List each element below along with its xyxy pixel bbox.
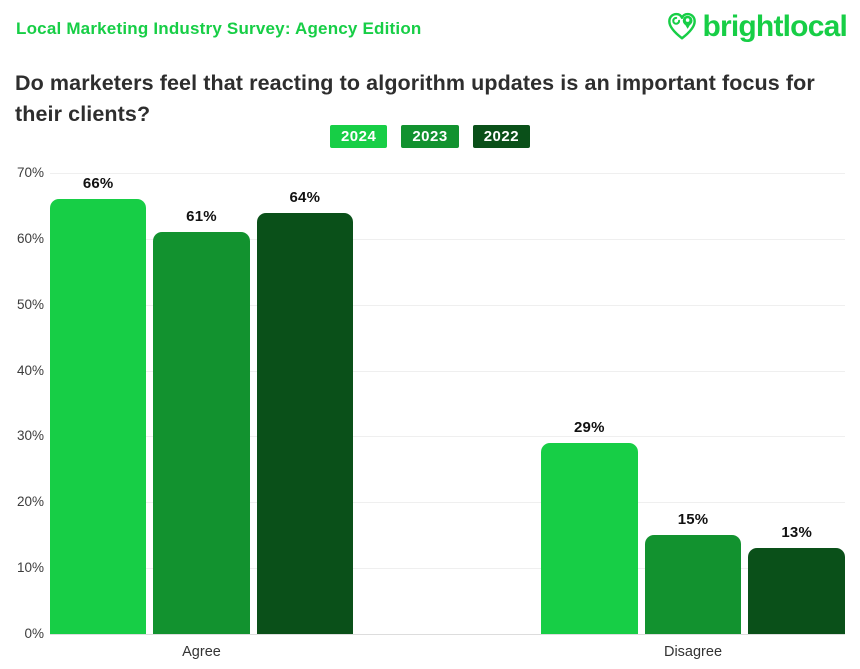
brightlocal-heart-pin-icon	[668, 12, 697, 40]
gridline-20%	[50, 502, 845, 504]
grouped-bar-chart: 0% 10% 20% 30% 40% 50% 60% 70% 66% 61% 64% Agree 29%…	[0, 160, 860, 669]
bar-value-label: 66%	[82, 175, 114, 193]
y-axis-tick-label: 30%	[16, 428, 44, 444]
y-axis-tick-label: 70%	[16, 165, 44, 180]
y-axis-tick-label: 50%	[16, 296, 44, 312]
legend-item-2022: 2022	[472, 125, 531, 148]
bar-group-disagree: 29% 15% 13%	[541, 160, 846, 634]
gridline-30%	[50, 436, 845, 438]
y-axis-tick-label: 40%	[16, 362, 44, 378]
legend-item-2023: 2023	[401, 125, 459, 148]
gridline-0%	[50, 634, 845, 635]
chart-question-title: Do marketers feel that reacting to algor…	[15, 71, 815, 127]
y-axis-tick-label: 60%	[16, 230, 44, 246]
bar-2022-disagree	[748, 548, 846, 634]
chart-legend: 2024 2023 2022	[0, 125, 860, 148]
gridline-40%	[50, 370, 845, 372]
bar-value-label: 29%	[574, 419, 605, 437]
survey-eyebrow: Local Marketing Industry Survey: Agency …	[16, 19, 422, 38]
bar-value-label: 13%	[781, 524, 812, 542]
y-axis-tick-label: 0%	[24, 626, 44, 641]
bar-slot: 15%	[644, 160, 742, 634]
gridline-50%	[50, 304, 845, 306]
brightlocal-logo: brightlocal	[667, 10, 848, 44]
brightlocal-wordmark: brightlocal	[702, 10, 847, 43]
bar-value-label: 61%	[186, 208, 217, 226]
y-axis-tick-label: 20%	[16, 494, 44, 510]
bar-group-agree: 66% 61% 64%	[50, 160, 353, 634]
gridline-10%	[50, 568, 845, 570]
y-axis-tick-label: 10%	[16, 560, 44, 576]
bar-slot: 13%	[748, 160, 846, 634]
bar-value-label: 64%	[289, 188, 321, 206]
gridline-70%	[50, 173, 845, 174]
bar-slot: 29%	[541, 160, 638, 634]
bar-slot: 61%	[153, 160, 250, 634]
bar-2023-agree	[153, 232, 250, 634]
bar-2024-agree	[50, 199, 147, 634]
bar-2024-disagree	[541, 443, 638, 634]
bar-slot: 64%	[256, 160, 353, 634]
legend-item-2024: 2024	[329, 125, 388, 148]
x-axis-category-label: Agree	[182, 644, 221, 660]
gridline-60%	[50, 238, 845, 240]
x-axis-category-label: Disagree	[663, 644, 723, 660]
bar-2022-agree	[256, 212, 353, 634]
bar-2023-disagree	[644, 535, 742, 634]
bar-value-label: 15%	[677, 511, 709, 529]
bar-slot: 66%	[50, 160, 147, 634]
